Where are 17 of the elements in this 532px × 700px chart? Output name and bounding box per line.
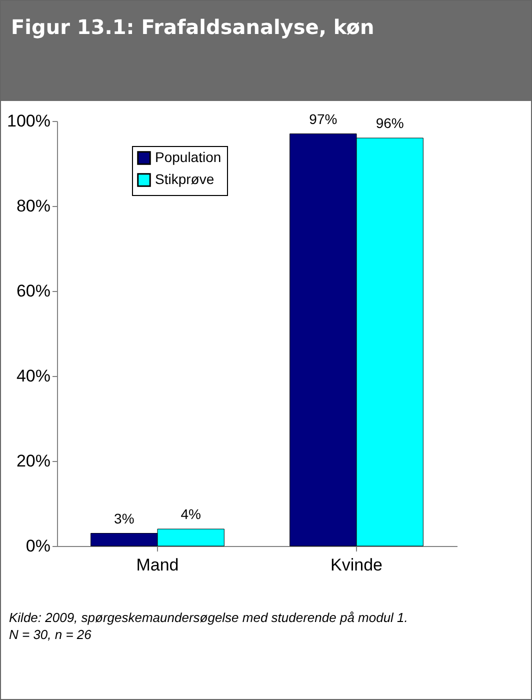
legend-label: Population — [155, 149, 222, 165]
y-tick-label: 60% — [16, 282, 50, 300]
x-tick-label: Kvinde — [330, 556, 382, 574]
text: 4% — [180, 506, 201, 522]
text: N = 30, n = 26 — [9, 626, 92, 643]
y-tick-label: 80% — [16, 196, 50, 216]
chart-title: Figur 13.1: Frafaldsanalyse, køn — [1, 1, 531, 101]
legend-label: Stikprøve — [155, 171, 214, 187]
text: 97% — [309, 110, 338, 127]
text: 3% — [114, 510, 134, 526]
y-tick-label: 40% — [16, 366, 50, 386]
text: 96% — [376, 115, 404, 131]
x-tick-label: Mand — [136, 556, 179, 574]
y-tick-label: 100% — [7, 112, 50, 130]
y-tick-label: 0% — [26, 536, 50, 556]
y-tick-label: 20% — [16, 452, 50, 470]
text: Kilde: 2009, spørgeskemaundersøgelse med studerende på modul 1. — [9, 609, 409, 626]
